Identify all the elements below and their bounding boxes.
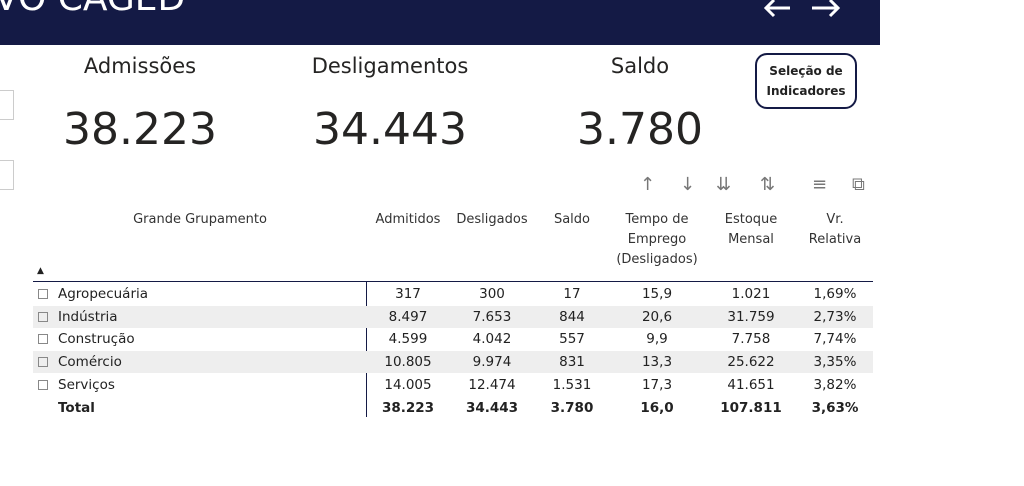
row-label: Agropecuária <box>58 286 149 302</box>
table-cell: 41.651 <box>727 376 775 393</box>
expand-icon[interactable] <box>38 379 48 390</box>
header-bar: VO CAGED <box>0 0 880 45</box>
table-cell: 831 <box>559 354 585 371</box>
icon[interactable]: ↓ <box>680 174 696 195</box>
kpi-value: 38.223 <box>63 104 217 155</box>
table-cell: 3,63% <box>811 399 859 416</box>
table-cell: 1.021 <box>731 286 771 302</box>
side-tab[interactable] <box>0 90 14 120</box>
table-cell: 15,9 <box>641 286 673 302</box>
expand-icon[interactable] <box>38 311 48 322</box>
row-label: Serviços <box>58 376 115 393</box>
table-cell: 844 <box>559 308 585 325</box>
table-cell: 31.759 <box>727 308 775 325</box>
table-cell: 3,35% <box>813 354 857 371</box>
kpi-value: 34.443 <box>313 104 467 155</box>
table-cell: 14.005 <box>384 376 432 393</box>
icon[interactable]: ⇊ <box>716 174 732 195</box>
kpi-label: Desligamentos <box>311 54 469 78</box>
table-cell: 557 <box>559 331 585 348</box>
row-band <box>33 351 873 374</box>
table-cell: 9.974 <box>472 354 512 371</box>
table-cell: 4.599 <box>388 331 428 348</box>
row-label: Comércio <box>58 354 122 371</box>
row-label: Total <box>58 399 95 416</box>
table-cell: 300 <box>479 286 505 302</box>
column-divider <box>366 282 367 417</box>
table-cell: 17,3 <box>641 376 673 393</box>
icon[interactable]: ⇅ <box>760 174 776 195</box>
table-cell: 1,69% <box>813 286 857 302</box>
table-cell: 107.811 <box>720 399 782 416</box>
row-band <box>33 305 873 328</box>
column-header[interactable]: Desligados <box>456 212 528 227</box>
kpi-label: Saldo <box>610 54 670 78</box>
row-label: Construção <box>58 331 135 348</box>
kpi-value: 3.780 <box>577 104 703 155</box>
table-cell: 25.622 <box>727 354 775 371</box>
column-header[interactable]: Admitidos <box>375 212 441 227</box>
table-cell: 34.443 <box>465 399 519 416</box>
table-cell: 9,9 <box>646 331 668 348</box>
nav-arrows[interactable] <box>760 0 850 20</box>
icon[interactable]: ⧉ <box>852 174 865 195</box>
expand-icon[interactable] <box>38 289 48 299</box>
table-cell: 1.531 <box>552 376 592 393</box>
side-tab[interactable] <box>0 160 14 190</box>
expand-icon[interactable] <box>38 357 48 368</box>
table-cell: 7.653 <box>472 308 512 325</box>
table-cell: 3.780 <box>550 399 594 416</box>
icon[interactable]: ↑ <box>640 174 656 195</box>
column-header[interactable]: Vr. Relativa <box>808 212 862 247</box>
table-cell: 4.042 <box>472 331 512 348</box>
sort-indicator[interactable]: ▲ <box>37 266 44 276</box>
kpi-label: Admissões <box>83 54 197 78</box>
column-header[interactable]: Grande Grupamento <box>133 212 267 227</box>
table-cell: 317 <box>395 286 421 302</box>
indicator-button[interactable]: Seleção de Indicadores <box>755 53 857 109</box>
table-cell: 3,82% <box>813 376 857 393</box>
table-cell: 20,6 <box>641 308 673 325</box>
column-header[interactable]: Estoque Mensal <box>724 212 778 247</box>
column-header[interactable]: Saldo <box>553 212 591 227</box>
table-cell: 16,0 <box>640 399 674 416</box>
row-label: Indústria <box>58 308 118 325</box>
table-cell: 13,3 <box>641 354 673 371</box>
table-cell: 8.497 <box>388 308 428 325</box>
table-cell: 12.474 <box>468 376 516 393</box>
table-cell: 2,73% <box>813 308 857 325</box>
column-header[interactable]: Tempo de Emprego (Desligados) <box>616 212 698 267</box>
table-cell: 7.758 <box>731 331 771 348</box>
header-title: VO CAGED <box>0 0 185 19</box>
expand-icon[interactable] <box>38 334 48 345</box>
table-cell: 38.223 <box>381 399 435 416</box>
table-cell: 7,74% <box>813 331 857 348</box>
icon[interactable]: ≡ <box>812 174 828 195</box>
table-cell: 10.805 <box>384 354 432 371</box>
table-cell: 17 <box>563 286 581 302</box>
header-rule <box>33 281 873 282</box>
